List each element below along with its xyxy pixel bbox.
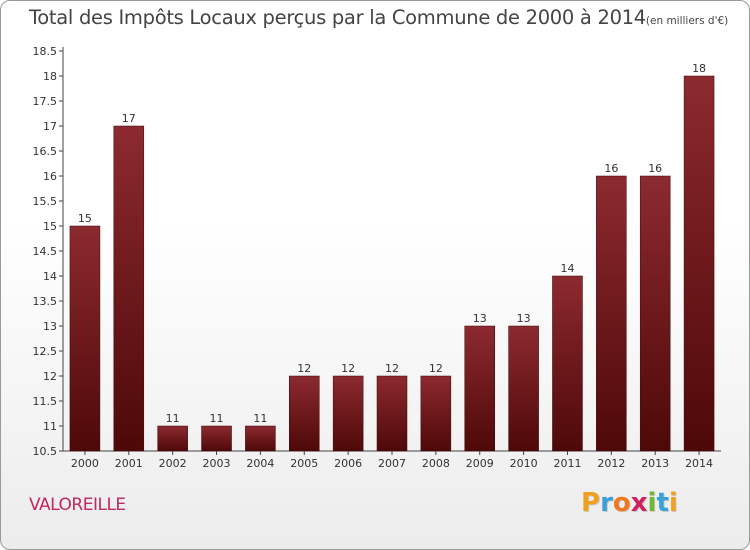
data-label: 16 (604, 162, 618, 175)
logo-letter: i (647, 488, 657, 518)
y-axis: 10.5 11 11.5 12 12.5 13 13.5 14 14.5 15 15.5 16 16.5… (33, 45, 64, 458)
data-label: 12 (297, 362, 311, 375)
y-tick-label: 15.5 (33, 195, 58, 208)
data-label: 11 (210, 412, 224, 425)
y-tick-label: 16 (43, 170, 57, 183)
data-label: 12 (385, 362, 399, 375)
bar-2004 (245, 425, 276, 452)
logo-letter: t (656, 488, 669, 518)
bar-2003 (201, 425, 232, 452)
bar-2001 (113, 125, 145, 452)
x-tick-label: 2009 (466, 457, 494, 470)
x-tick-label: 2012 (597, 457, 625, 470)
x-tick-label: 2003 (203, 457, 231, 470)
bar-2010 (508, 325, 539, 452)
y-tick-label: 15 (43, 220, 57, 233)
proxiti-logo[interactable]: Proxiti (581, 488, 678, 518)
x-tick-label: 2011 (553, 457, 581, 470)
bar-2005 (289, 375, 320, 452)
data-label: 12 (341, 362, 355, 375)
x-tick-label: 2007 (378, 457, 406, 470)
data-label: 16 (648, 162, 662, 175)
logo-letter: i (668, 488, 678, 518)
bar-2002 (157, 425, 188, 452)
y-tick-label: 12.5 (33, 345, 58, 358)
bar-2008 (420, 375, 452, 452)
y-tick-label: 18 (43, 70, 57, 83)
x-tick-label: 2008 (422, 457, 450, 470)
bar-2014 (683, 75, 715, 452)
value-labels: 15 17 11 11 11 12 12 12 12 13 13 14 16 16 18 (78, 62, 706, 425)
commune-name: VALOREILLE (29, 495, 126, 515)
chart-title-main: Total des Impôts Locaux perçus par la Co… (29, 6, 646, 29)
x-tick-label: 2004 (246, 457, 274, 470)
x-tick-label: 2000 (71, 457, 99, 470)
data-label: 11 (166, 412, 180, 425)
y-tick-label: 18.5 (33, 45, 58, 58)
x-tick-label: 2010 (510, 457, 538, 470)
y-tick-label: 16.5 (33, 145, 58, 158)
bar-2009 (464, 325, 495, 452)
data-label: 13 (517, 312, 531, 325)
bar-2000 (69, 225, 101, 452)
logo-letter: r (600, 488, 613, 518)
y-tick-label: 14.5 (33, 245, 58, 258)
data-label: 14 (560, 262, 574, 275)
x-tick-label: 2006 (334, 457, 362, 470)
data-label: 13 (473, 312, 487, 325)
x-tick-label: 2002 (159, 457, 187, 470)
bar-2011 (552, 275, 583, 452)
bar-2013 (639, 175, 671, 452)
x-tick-label: 2001 (115, 457, 143, 470)
y-tick-label: 11.5 (33, 395, 58, 408)
x-tick-label: 2013 (641, 457, 669, 470)
logo-letter: o (612, 488, 631, 518)
y-tick-label: 17.5 (33, 95, 58, 108)
bar-2012 (596, 175, 627, 452)
chart-title-unit: (en milliers d'€) (645, 15, 729, 27)
x-tick-label: 2005 (290, 457, 318, 470)
y-tick-label: 13 (43, 320, 57, 333)
x-tick-label: 2014 (685, 457, 713, 470)
y-tick-label: 14 (43, 270, 57, 283)
y-tick-label: 11 (43, 420, 57, 433)
y-tick-label: 13.5 (33, 295, 58, 308)
data-label: 12 (429, 362, 443, 375)
data-label: 17 (122, 112, 136, 125)
y-tick-label: 10.5 (33, 445, 58, 458)
bar-2006 (332, 375, 364, 452)
chart-title: Total des Impôts Locaux perçus par la Co… (29, 6, 728, 29)
y-tick-label: 17 (43, 120, 57, 133)
logo-letter: P (581, 488, 601, 518)
bars (69, 75, 715, 452)
x-axis: 2000 2001 2002 2003 2004 2005 2006 2007 2008 2009… (63, 450, 721, 470)
data-label: 11 (253, 412, 267, 425)
data-label: 15 (78, 212, 92, 225)
bar-2007 (376, 375, 408, 452)
y-tick-label: 12 (43, 370, 57, 383)
logo-letter: x (630, 488, 648, 518)
data-label: 18 (692, 62, 706, 75)
